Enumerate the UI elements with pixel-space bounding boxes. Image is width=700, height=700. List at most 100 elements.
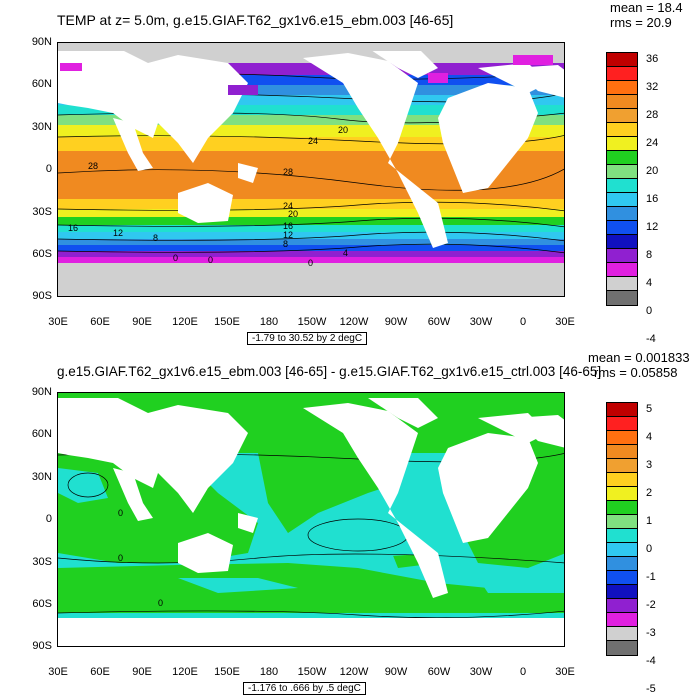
colorbar-label: -4 [646, 655, 656, 667]
top-contour-label: 16 [283, 221, 294, 231]
lat-label: 30S [32, 556, 52, 568]
colorbar-label: 12 [646, 221, 659, 233]
colorbar-segment [607, 95, 637, 109]
colorbar-label: 0 [646, 543, 653, 555]
colorbar-label: -4 [646, 333, 656, 345]
lon-label: 120E [172, 666, 198, 678]
lon-label: 30E [555, 316, 575, 328]
colorbar-label: -1 [646, 571, 656, 583]
colorbar-segment [607, 235, 637, 249]
colorbar-segment [607, 193, 637, 207]
colorbar-label: -5 [646, 683, 656, 695]
colorbar-segment [607, 137, 637, 151]
colorbar-segment [607, 501, 637, 515]
colorbar-segment [607, 221, 637, 235]
bottom-contour-label: 0 [158, 598, 164, 608]
colorbar-segment [607, 459, 637, 473]
colorbar-segment [607, 473, 637, 487]
colorbar-segment [607, 599, 637, 613]
bottom-map: 0 0 0 [57, 392, 565, 647]
bottom-contour-label: 0 [118, 508, 124, 518]
lon-label: 120W [339, 666, 369, 678]
colorbar-segment [607, 543, 637, 557]
top-contour-label: 8 [283, 239, 289, 249]
lat-label: 60N [31, 78, 52, 90]
top-panel-title: TEMP at z= 5.0m, g.e15.GIAF.T62_gx1v6.e1… [57, 12, 454, 28]
bottom-panel: g.e15.GIAF.T62_gx1v6.e15_ebm.003 [46-65]… [0, 350, 700, 700]
colorbar-segment [607, 53, 637, 67]
bottom-rms-stat: rms = 0.05858 [594, 365, 678, 380]
bottom-range-label: -1.176 to .666 by .5 degC [243, 682, 366, 695]
colorbar-segment [607, 207, 637, 221]
lat-label: 0 [45, 163, 52, 175]
colorbar-segment [607, 515, 637, 529]
bottom-panel-title: g.e15.GIAF.T62_gx1v6.e15_ebm.003 [46-65]… [57, 364, 602, 379]
colorbar-segment [607, 431, 637, 445]
colorbar-segment [607, 487, 637, 501]
colorbar-label: 4 [646, 277, 653, 289]
lat-label: 30N [31, 121, 52, 133]
bottom-colorbar [606, 402, 638, 656]
top-contour-label: 12 [283, 230, 294, 240]
colorbar-segment [607, 123, 637, 137]
lon-label: 180 [259, 666, 279, 678]
lat-label: 90S [32, 290, 52, 302]
colorbar-label: 1 [646, 515, 653, 527]
top-contour-label: 24 [283, 201, 294, 211]
lon-label: 30E [48, 666, 68, 678]
colorbar-segment [607, 263, 637, 277]
colorbar-label: 16 [646, 193, 659, 205]
colorbar-label: -2 [646, 599, 656, 611]
colorbar-segment [607, 417, 637, 431]
colorbar-label: 24 [646, 137, 659, 149]
lat-label: 90S [32, 640, 52, 652]
lon-label: 90E [132, 316, 152, 328]
lat-label: 60S [32, 248, 52, 260]
colorbar-segment [607, 571, 637, 585]
top-contour-label: 20 [288, 209, 299, 219]
lat-label: 90N [31, 386, 52, 398]
colorbar-segment [607, 613, 637, 627]
bottom-contour-label: 0 [118, 553, 124, 563]
lat-label: 30S [32, 206, 52, 218]
lon-label: 60W [427, 666, 451, 678]
lat-label: 0 [45, 513, 52, 525]
top-mean-stat: mean = 18.4 [610, 0, 683, 15]
lat-label: 90N [31, 36, 52, 48]
top-panel: TEMP at z= 5.0m, g.e15.GIAF.T62_gx1v6.e1… [31, 0, 683, 345]
colorbar-segment [607, 81, 637, 95]
colorbar-label: 4 [646, 431, 653, 443]
top-contour-label: 28 [283, 167, 294, 177]
colorbar-label: 8 [646, 249, 653, 261]
lon-label: 30W [469, 666, 493, 678]
colorbar-segment [607, 403, 637, 417]
top-map: 24 20 28 28 24 20 16 12 8 4 0 16 12 8 0 … [57, 42, 565, 297]
lon-label: 120E [172, 316, 198, 328]
colorbar-segment [607, 277, 637, 291]
top-contour-label: 24 [308, 136, 319, 146]
top-contour-label: 28 [88, 161, 99, 171]
lon-label: 60E [90, 666, 110, 678]
colorbar-segment [607, 445, 637, 459]
lat-label: 60S [32, 598, 52, 610]
lon-label: 180 [259, 316, 279, 328]
lat-label: 60N [31, 428, 52, 440]
colorbar-segment [607, 249, 637, 263]
top-contour-label: 12 [113, 228, 124, 238]
colorbar-label: 28 [646, 109, 659, 121]
colorbar-segment [607, 585, 637, 599]
colorbar-label: -3 [646, 627, 656, 639]
colorbar-label: 2 [646, 487, 653, 499]
top-rms-stat: rms = 20.9 [610, 15, 672, 30]
colorbar-label: 3 [646, 459, 653, 471]
colorbar-label: 20 [646, 165, 659, 177]
colorbar-label: 32 [646, 81, 659, 93]
colorbar-segment [607, 627, 637, 641]
lat-label: 30N [31, 471, 52, 483]
lon-label: 30E [555, 666, 575, 678]
lon-label: 120W [339, 316, 369, 328]
lon-label: 60E [90, 316, 110, 328]
lon-label: 30E [48, 316, 68, 328]
colorbar-segment [607, 67, 637, 81]
lon-label: 90E [132, 666, 152, 678]
